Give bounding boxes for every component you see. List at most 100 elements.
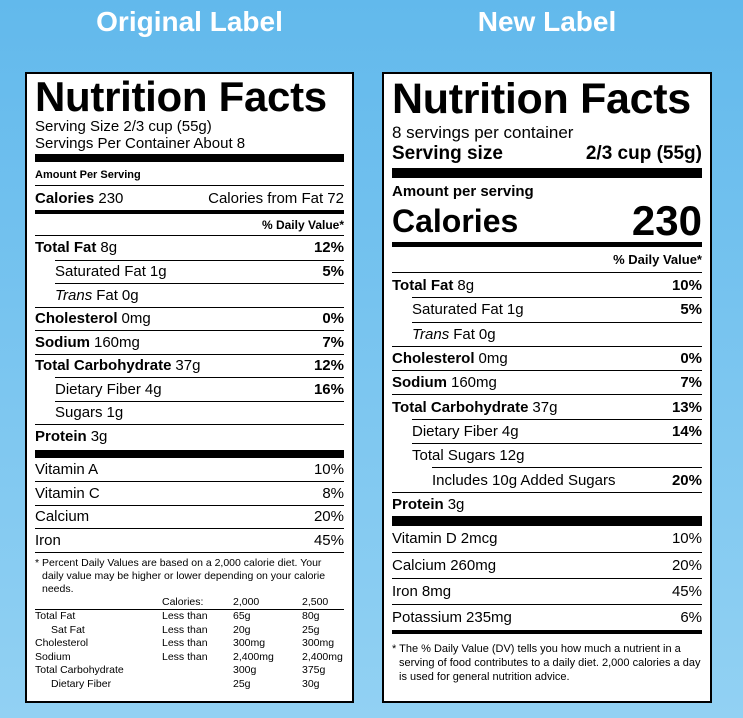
daily-value: 12% (313, 357, 344, 375)
serving-size-value: 2/3 cup (55g) (585, 143, 702, 164)
nutrient-row: Total Fat 8g 10% (392, 273, 702, 297)
rule (392, 168, 702, 178)
nutrient-name: Total Fat (35, 239, 97, 257)
daily-value: 0% (680, 350, 702, 368)
table-limit: Less than (162, 650, 208, 663)
table-value: 80g (302, 610, 320, 622)
vitamin-name: Calcium (392, 556, 447, 574)
amount: 1g (506, 301, 524, 319)
table-value: 300g (233, 664, 257, 676)
rule (35, 449, 344, 458)
vitamin-row: Iron 45% (35, 528, 344, 552)
table-nutrient: Sat Fat (51, 623, 85, 636)
daily-value-header: % Daily Value* (392, 247, 702, 273)
vitamin-list: Vitamin A 10% Vitamin C 8% Calcium 20% Iron 45% (35, 458, 344, 552)
amount: 8g (457, 276, 475, 294)
row-label: Potassium 235mg (392, 609, 512, 626)
row-label: Calcium (35, 508, 89, 525)
table-value: 25g (302, 623, 320, 636)
amount: 2mcg (460, 530, 498, 548)
daily-value: 16% (313, 380, 344, 398)
vitamin-row: Iron 8mg 45% (392, 577, 702, 604)
nutrient-name: Total Carbohydrate (35, 357, 172, 375)
amount: 3g (447, 495, 465, 513)
amount: 3g (90, 427, 108, 445)
amount: 1g (106, 404, 124, 422)
nutrient-row: Sodium 160mg 7% (35, 330, 344, 354)
vitamin-row: Calcium 260mg 20% (392, 551, 702, 578)
nutrient-name: Sugars (55, 404, 103, 422)
nutrient-name: Saturated Fat (55, 263, 146, 281)
row-label: Total Carbohydrate 37g (35, 357, 200, 374)
italic-label: Trans (412, 325, 450, 343)
nutrient-name: Dietary Fiber (412, 422, 498, 440)
calories-value: 230 (631, 197, 702, 244)
serving-size-label: Serving size (392, 143, 503, 164)
row-label: Cholesterol 0mg (35, 310, 151, 327)
table-value: 65g (233, 610, 251, 622)
label-title: Nutrition Facts (35, 73, 327, 120)
rule (35, 210, 344, 214)
vitamin-row: Vitamin A 10% (35, 458, 344, 482)
row-label: Vitamin A (35, 461, 98, 478)
amount: 1g (149, 263, 167, 281)
original-label: Nutrition Facts Serving Size 2/3 cup (55… (25, 72, 354, 703)
daily-value: 6% (680, 608, 702, 626)
amount: 160mg (451, 374, 497, 392)
calories-value: 230 (98, 189, 124, 207)
table-value: 300mg (233, 637, 266, 649)
spacer (162, 664, 233, 678)
amount: 8g (100, 239, 118, 257)
row-label: Protein 3g (35, 428, 107, 445)
calories-label: Calories (35, 189, 95, 207)
table-value: 20g (233, 623, 251, 636)
daily-value: 45% (313, 531, 344, 549)
table-nutrient: Cholesterol (35, 637, 89, 649)
amount: 8mg (421, 582, 452, 600)
nutrient-name: Protein (35, 427, 87, 445)
daily-value: 5% (322, 263, 344, 281)
footnote: * The % Daily Value (DV) tells you how m… (392, 642, 701, 683)
daily-value: 10% (313, 460, 344, 478)
row-label: Sodium 160mg (392, 374, 497, 391)
daily-value: 10% (671, 276, 702, 294)
daily-value: 10% (671, 530, 702, 548)
amount: 12g (499, 447, 525, 465)
row-label: Saturated Fat 1g (412, 301, 524, 318)
table-value: 2,400mg (302, 650, 343, 663)
table-nutrient: Total Fat (35, 610, 76, 622)
nutrient-row: Includes 10g Added Sugars 20% (432, 467, 702, 491)
row-label: Total Carbohydrate 37g (392, 399, 557, 416)
daily-value: 20% (671, 471, 702, 489)
table-nutrient: Sodium (35, 650, 71, 663)
vitamin-name: Calcium (35, 508, 90, 526)
table-value: 375g (302, 664, 326, 676)
calories-row: Calories 230 Calories from Fat 72 (35, 186, 344, 210)
vitamin-name: Vitamin D (392, 530, 457, 548)
spacer (162, 678, 233, 692)
vitamin-row: Calcium 20% (35, 504, 344, 529)
rule (392, 515, 702, 526)
nutrient-row: Trans Fat 0g (55, 283, 344, 307)
footnote: * Percent Daily Values are based on a 2,… (35, 551, 344, 596)
daily-value: 8% (322, 484, 344, 502)
vitamin-row: Vitamin D 2mcg 10% (392, 526, 702, 552)
vitamin-row: Vitamin C 8% (35, 481, 344, 505)
nutrient-name: Saturated Fat (412, 301, 503, 319)
amount: 160mg (94, 333, 140, 351)
serving-size: Serving size 2/3 cup (55g) (392, 142, 702, 166)
amount-per-serving: Amount per serving (392, 183, 534, 200)
row-label: Total Fat 8g (35, 239, 117, 256)
row-label: Protein 3g (392, 496, 464, 513)
row-label: Total Sugars 12g (412, 447, 524, 464)
nutrient-row: Total Fat 8g 12% (35, 236, 344, 260)
nutrient-row: Dietary Fiber 4g 16% (55, 377, 344, 401)
nutrient-list: Total Fat 8g 12% Saturated Fat 1g 5% Trans Fat 0… (35, 236, 344, 448)
calories-label: Calories (392, 202, 519, 239)
nutrient-name: Total Carbohydrate (392, 398, 529, 416)
row-label: Vitamin D 2mcg (392, 530, 497, 547)
calories: Calories 230 (35, 190, 123, 207)
rule (392, 629, 702, 634)
label-title: Nutrition Facts (392, 75, 691, 123)
table-limit: Less than (162, 610, 208, 622)
